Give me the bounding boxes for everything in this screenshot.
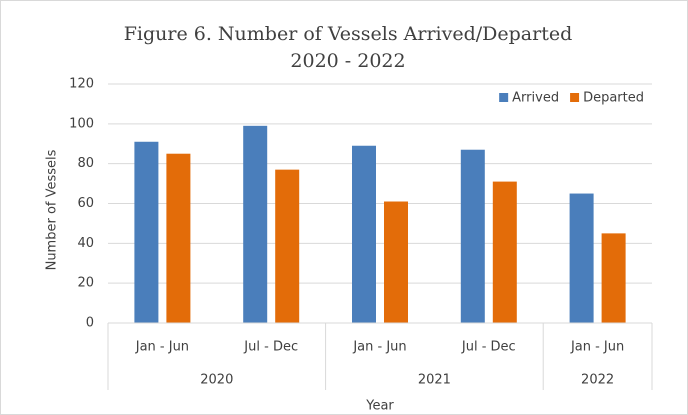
- chart-title: Figure 6. Number of Vessels Arrived/Depa…: [124, 23, 573, 45]
- bar: [243, 125, 268, 323]
- bar: [352, 145, 376, 323]
- legend-label: Departed: [583, 91, 644, 106]
- legend-label: Arrived: [512, 91, 559, 106]
- x-axis-label: Year: [365, 399, 394, 414]
- group-label: 2020: [200, 373, 233, 388]
- bar: [569, 193, 594, 323]
- bar: [460, 149, 485, 323]
- group-label: 2022: [581, 373, 614, 388]
- y-axis-label: Number of Vessels: [45, 149, 60, 270]
- bar: [275, 169, 300, 323]
- bar: [492, 181, 517, 323]
- y-tick-label: 40: [77, 236, 94, 251]
- x-tick-label: Jul - Dec: [461, 340, 516, 355]
- chart-subtitle: 2020 - 2022: [290, 50, 405, 72]
- y-tick-label: 20: [77, 276, 94, 291]
- y-tick-label: 80: [77, 156, 94, 171]
- legend-swatch: [570, 93, 580, 102]
- x-tick-label: Jan - Jun: [135, 340, 189, 355]
- y-tick-label: 100: [69, 116, 94, 131]
- x-tick-label: Jul - Dec: [243, 340, 298, 355]
- x-tick-label: Jan - Jun: [570, 340, 624, 355]
- y-tick-label: 120: [69, 77, 94, 92]
- x-tick-label: Jan - Jun: [352, 340, 406, 355]
- y-tick-label: 60: [77, 196, 94, 211]
- bar: [384, 201, 408, 323]
- legend-swatch: [499, 93, 509, 102]
- y-tick-label: 0: [86, 316, 94, 331]
- group-label: 2021: [418, 373, 451, 388]
- bar: [601, 233, 626, 323]
- bar: [166, 153, 191, 323]
- bar: [134, 141, 159, 323]
